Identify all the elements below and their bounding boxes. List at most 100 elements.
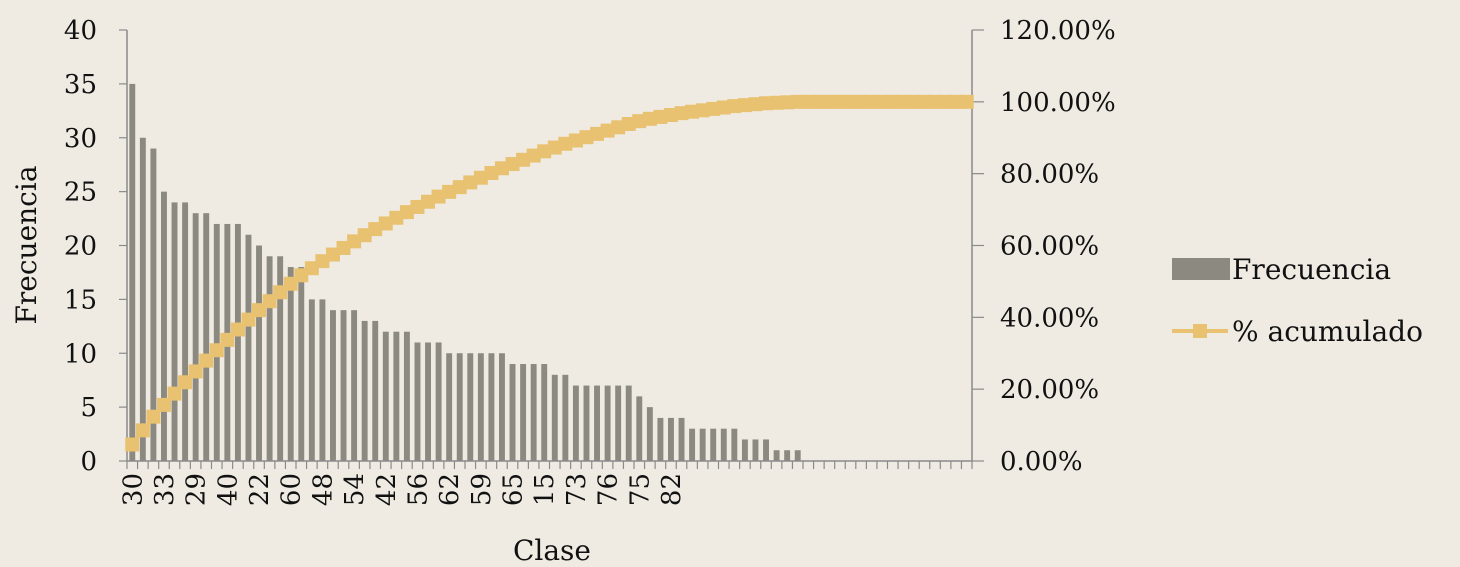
cumulative-point bbox=[378, 216, 393, 231]
cumulative-point bbox=[727, 99, 742, 114]
cumulative-point bbox=[484, 166, 499, 181]
bar bbox=[562, 374, 569, 461]
bar bbox=[161, 191, 167, 462]
x-tick-label: 60 bbox=[277, 473, 307, 506]
cumulative-point bbox=[674, 106, 689, 121]
bar bbox=[530, 364, 537, 461]
bar bbox=[351, 310, 358, 461]
bar bbox=[287, 267, 294, 461]
legend-label-frecuencia: Frecuencia bbox=[1232, 253, 1391, 286]
bar bbox=[129, 83, 136, 462]
bar bbox=[710, 428, 717, 461]
cumulative-point bbox=[695, 103, 710, 118]
x-tick-label: 62 bbox=[435, 473, 465, 506]
bar bbox=[446, 353, 453, 461]
cumulative-point bbox=[579, 130, 594, 145]
cumulative-point bbox=[431, 189, 446, 204]
cumulative-point bbox=[505, 157, 520, 172]
bar bbox=[731, 428, 738, 461]
cumulative-point bbox=[283, 276, 298, 291]
bar bbox=[794, 450, 801, 461]
cumulative-point bbox=[642, 111, 657, 126]
cumulative-point bbox=[526, 148, 541, 163]
bar bbox=[720, 428, 727, 461]
y-right-tick-label: 100.00% bbox=[1000, 88, 1116, 118]
bar bbox=[139, 137, 146, 461]
cumulative-point bbox=[769, 95, 784, 110]
x-tick-label: 33 bbox=[150, 473, 180, 506]
cumulative-point bbox=[294, 268, 309, 283]
bar bbox=[192, 213, 199, 461]
bar bbox=[266, 256, 273, 461]
cumulative-point bbox=[685, 104, 700, 119]
bar bbox=[256, 245, 262, 461]
bar bbox=[456, 353, 463, 461]
cumulative-point bbox=[558, 136, 573, 151]
bar bbox=[763, 439, 769, 461]
cumulative-point bbox=[600, 123, 615, 138]
cumulative-point bbox=[494, 161, 509, 176]
bar bbox=[678, 417, 685, 461]
y-right-tick-label: 60.00% bbox=[1000, 232, 1099, 262]
bar bbox=[425, 342, 431, 461]
cumulative-point bbox=[304, 261, 319, 276]
y-left-tick-label: 30 bbox=[64, 124, 97, 154]
x-tick-label: 59 bbox=[467, 473, 497, 506]
cumulative-point bbox=[590, 126, 605, 141]
cumulative-point bbox=[611, 120, 626, 135]
x-tick-label: 22 bbox=[245, 473, 275, 506]
bar bbox=[657, 417, 664, 461]
bar bbox=[372, 320, 379, 461]
cumulative-point bbox=[156, 397, 171, 412]
cumulative-point bbox=[325, 247, 340, 262]
bar bbox=[551, 374, 558, 461]
cumulative-point bbox=[220, 332, 235, 347]
x-tick-label: 42 bbox=[372, 473, 402, 506]
bar bbox=[308, 299, 315, 462]
cumulative-point bbox=[463, 175, 478, 190]
y-right-tick-label: 120.00% bbox=[1000, 16, 1116, 46]
cumulative-point bbox=[178, 375, 193, 390]
bar bbox=[741, 439, 748, 461]
cumulative-point bbox=[188, 364, 203, 379]
bar bbox=[340, 310, 347, 461]
legend-marker-acumulado bbox=[1193, 324, 1207, 338]
cumulative-point bbox=[146, 409, 161, 424]
cumulative-point bbox=[906, 94, 921, 109]
y-left-tick-label: 20 bbox=[64, 232, 97, 262]
cumulative-point bbox=[938, 94, 953, 109]
y-left-tick-label: 15 bbox=[64, 285, 97, 315]
cumulative-point bbox=[516, 152, 531, 167]
x-tick-label: 56 bbox=[403, 473, 433, 506]
bar bbox=[594, 385, 600, 461]
cumulative-point bbox=[832, 94, 847, 109]
cumulative-point bbox=[790, 94, 805, 109]
bar bbox=[752, 439, 759, 461]
x-tick-label: 73 bbox=[562, 473, 592, 506]
cumulative-point bbox=[843, 94, 858, 109]
cumulative-point bbox=[949, 94, 964, 109]
x-tick-label: 75 bbox=[625, 473, 655, 506]
bar bbox=[245, 234, 252, 461]
cumulative-point bbox=[135, 423, 150, 438]
bar bbox=[583, 385, 590, 461]
cumulative-point bbox=[252, 303, 267, 318]
cumulative-point bbox=[854, 94, 869, 109]
bar bbox=[668, 417, 674, 461]
cumulative-point bbox=[759, 96, 774, 111]
y-left-tick-label: 10 bbox=[64, 339, 97, 369]
y-left-tick-label: 40 bbox=[64, 16, 97, 46]
cumulative-point bbox=[568, 133, 583, 148]
bar bbox=[604, 385, 611, 461]
cumulative-point bbox=[421, 194, 436, 209]
cumulative-point bbox=[959, 94, 974, 109]
labels-layer: 0 5 10 15 20 25 30 35 40 0.00% 20.00% 40.00% 60.00% 8… bbox=[64, 16, 1116, 506]
y-right-tick-label: 20.00% bbox=[1000, 375, 1099, 405]
bar bbox=[773, 450, 780, 461]
cumulative-point bbox=[663, 108, 678, 123]
bar bbox=[414, 342, 421, 461]
bar bbox=[277, 256, 284, 461]
bar bbox=[298, 267, 305, 461]
